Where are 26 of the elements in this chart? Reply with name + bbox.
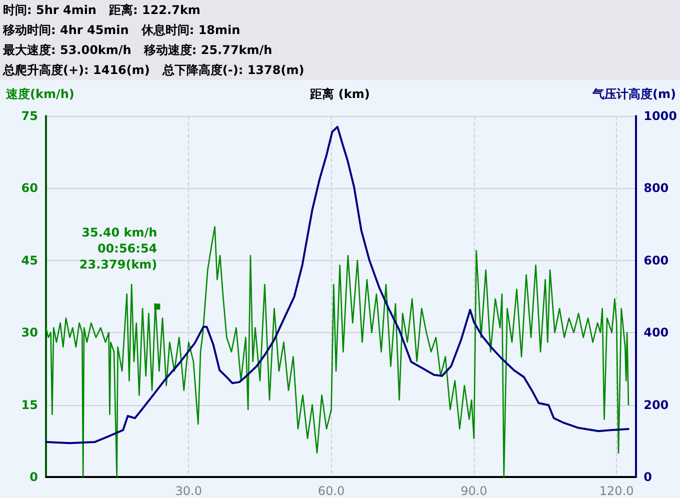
y-tick-label: 75 <box>21 109 38 123</box>
x-tick-label: 90.0 <box>460 484 488 498</box>
y-tick-label: 0 <box>30 470 38 484</box>
y-tick-label: 45 <box>21 253 38 268</box>
y-tick-label: 30 <box>21 326 38 340</box>
line-series <box>45 126 630 444</box>
y2-tick-label: 600 <box>644 253 669 268</box>
y-axis-title: 速度(km/h) <box>6 86 74 103</box>
y2-tick-label: 1000 <box>644 109 678 123</box>
line-series <box>45 226 630 478</box>
y2-tick-label: 0 <box>644 470 652 484</box>
text: 移动时间: 4hr 45min 休息时间: 18min <box>2 22 242 39</box>
x-tick-label: 120.0 <box>599 484 634 498</box>
y2-tick-label: 200 <box>644 398 669 412</box>
y2-tick-label: 800 <box>644 181 669 196</box>
y-tick-label: 60 <box>21 181 38 196</box>
text: 时间: 5hr 4min 距离: 122.7km <box>2 2 202 19</box>
annotation: 35.40 km/h 00:56:54 23.379(km) <box>79 226 158 272</box>
text: 最大速度: 53.00km/h 移动速度: 25.77km/h <box>2 42 274 59</box>
y-tick-label: 15 <box>21 398 38 412</box>
y2-axis-title: 气压计高度(m) <box>592 86 676 103</box>
x-axis-title: 距离 (km) <box>310 87 370 101</box>
text: 总爬升高度(+): 1416(m) 总下降高度(-): 1378(m) <box>2 62 306 79</box>
y2-tick-label: 400 <box>644 326 669 340</box>
x-tick-label: 60.0 <box>318 484 345 498</box>
x-tick-label: 30.0 <box>175 484 202 498</box>
